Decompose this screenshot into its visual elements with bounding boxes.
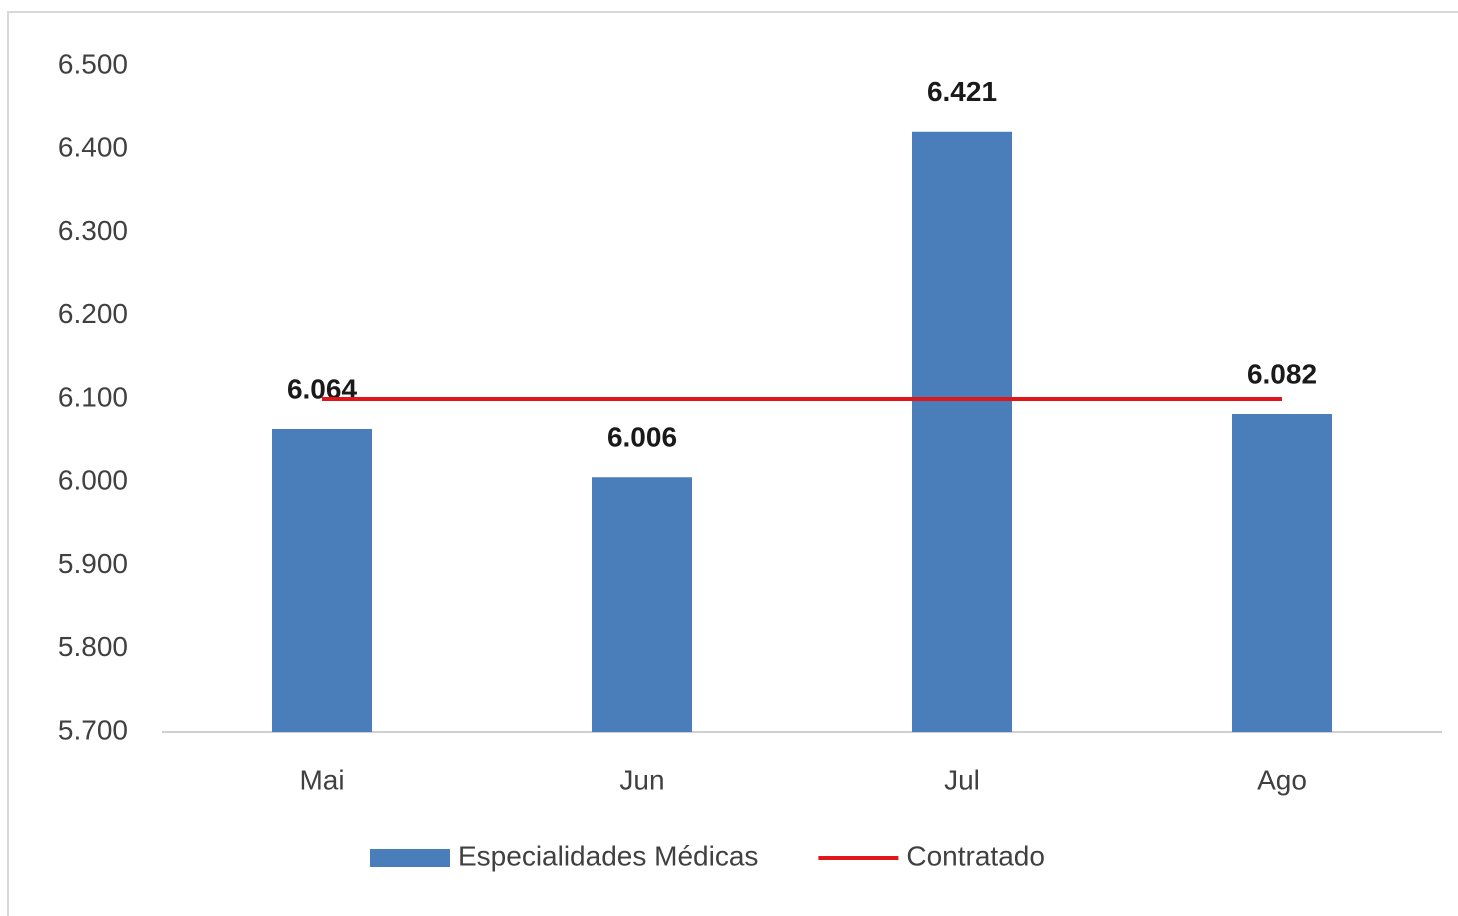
bar xyxy=(272,428,372,732)
y-tick-label: 6.300 xyxy=(58,215,128,246)
legend-swatch xyxy=(370,849,450,867)
bar xyxy=(592,477,692,732)
y-tick-label: 6.200 xyxy=(58,298,128,329)
y-tick-label: 6.000 xyxy=(58,465,128,496)
y-tick-label: 6.400 xyxy=(58,132,128,163)
y-tick-label: 5.800 xyxy=(58,631,128,662)
x-tick-label: Jul xyxy=(944,764,980,795)
y-tick-label: 5.900 xyxy=(58,548,128,579)
legend-label: Contratado xyxy=(906,840,1045,871)
bar xyxy=(912,131,1012,732)
data-label: 6.082 xyxy=(1247,358,1317,389)
data-label: 6.006 xyxy=(607,422,677,453)
y-tick-label: 6.100 xyxy=(58,381,128,412)
x-tick-label: Ago xyxy=(1257,764,1307,795)
chart-frame xyxy=(7,11,1458,916)
x-tick-label: Jun xyxy=(619,764,664,795)
y-tick-label: 5.700 xyxy=(58,714,128,745)
legend-label: Especialidades Médicas xyxy=(458,840,758,871)
x-tick-label: Mai xyxy=(299,764,344,795)
data-label: 6.421 xyxy=(927,76,997,107)
bar xyxy=(1232,413,1332,732)
y-tick-label: 6.500 xyxy=(58,48,128,79)
